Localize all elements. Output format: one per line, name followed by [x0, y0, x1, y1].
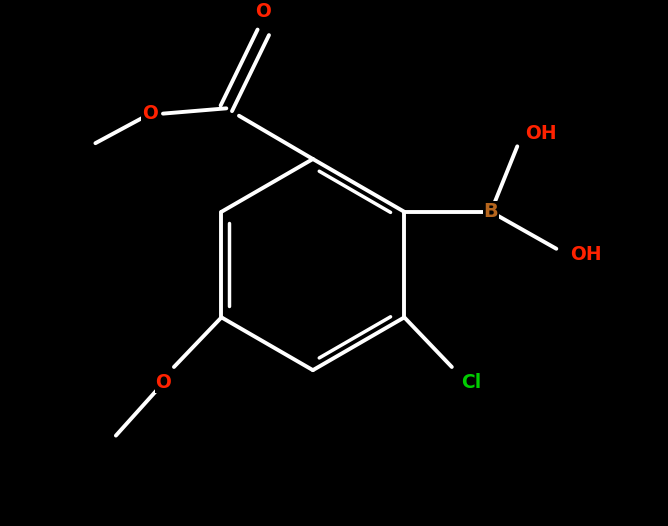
Text: OH: OH [524, 124, 556, 143]
Text: O: O [142, 104, 158, 123]
Text: Cl: Cl [461, 373, 481, 392]
Text: B: B [484, 203, 498, 221]
Text: O: O [156, 373, 171, 392]
Text: O: O [255, 2, 271, 21]
Text: OH: OH [570, 245, 602, 264]
